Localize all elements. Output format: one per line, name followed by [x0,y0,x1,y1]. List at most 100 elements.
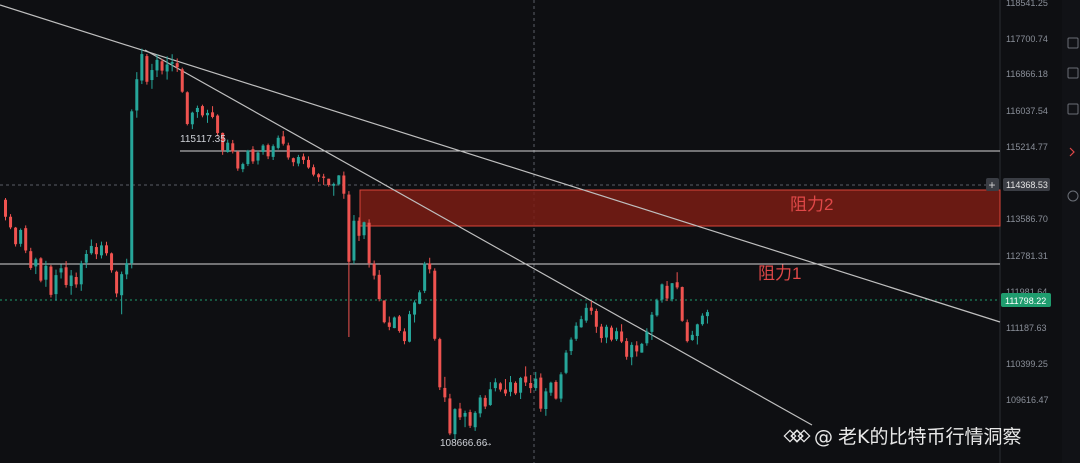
price-axis-ticks: 118541.25 117700.74 116866.18 116037.54 1152… [1006,0,1049,405]
candle-body [327,178,331,186]
candle-body [44,265,48,280]
candle-body [675,282,679,288]
candle-body [74,276,78,285]
candle-body [635,345,639,352]
candle-body [236,151,240,169]
candle-body [594,310,598,327]
candle-body [94,247,98,255]
candle-body [140,54,144,81]
candle-body [200,106,204,116]
candle-body [190,112,194,125]
current-price-text: 111798.22 [1005,296,1046,306]
candle-body [322,176,326,178]
candle-body [509,382,512,392]
crosshair-price-badge [1003,178,1050,191]
candle-body [645,331,649,344]
watermark-text: 老K的比特币行情洞察 [838,426,1021,448]
candle-body [180,69,184,92]
candle-body [514,382,518,394]
candle-body [312,167,316,175]
candlestick-series [4,48,709,441]
candle-body [458,408,462,418]
candle-body [296,157,300,164]
candle-body [211,112,215,117]
candle-body [19,229,23,244]
candle-body [615,331,619,340]
candle-body [463,412,467,417]
candle-body [620,331,624,342]
candle-body [221,132,225,151]
candle-body [660,284,664,300]
price-axis-tick-label: 111981.64 [1006,287,1047,297]
candle-body [39,258,43,281]
candle-body [549,382,553,393]
candle-body [110,253,114,271]
candle-body [357,220,361,236]
candle-body [251,149,255,162]
candle-body [418,292,422,304]
candle-body [705,312,709,317]
candle-body [231,143,235,152]
toolbar-icon[interactable] [1067,37,1079,202]
candle-body [59,268,63,273]
candle-body [165,64,169,72]
candle-body [534,378,538,389]
candle-body [115,271,119,294]
candle-body [468,412,472,426]
crosshair-plus-icon[interactable] [986,178,999,191]
candle-body [9,216,13,228]
candle-body [29,251,33,268]
candle-body [261,145,265,152]
diamond-logo-icon [783,429,811,443]
candle-body [402,331,406,342]
candle-body [84,254,88,263]
candle-body [64,267,68,285]
candle-body [271,146,275,157]
candle-body [498,383,502,390]
candle-body [438,339,442,388]
candle-body [362,222,366,236]
candle-body [433,270,437,339]
candle-body [160,61,164,71]
candle-body [276,137,280,148]
candle-body [443,387,447,398]
candle-body [175,63,179,68]
candle-body [291,158,295,163]
candle-body [24,228,28,251]
crosshair-price-text: 114368.53 [1006,180,1048,190]
trendline-steep[interactable] [144,49,813,426]
candle-body [488,389,492,405]
candle-body [286,145,290,158]
candle-body [695,324,699,336]
candle-body [579,319,583,328]
candle-body [266,145,270,157]
candle-body [150,70,154,81]
low-price-arrow: → [483,438,493,449]
candle-body [589,307,593,311]
candle-body [625,341,629,357]
candle-body [428,263,432,270]
candle-body [246,150,250,165]
price-axis-tick-label: 117700.74 [1006,34,1048,44]
current-price-badge [1001,293,1051,307]
candle-body [529,383,533,389]
price-axis-tick-label: 109616.47 [1006,395,1049,405]
candle-body [79,263,83,285]
candle-body [478,397,482,414]
candle-body [332,183,336,186]
low-price-label: 108666.66 [440,438,488,449]
candle-body [226,142,230,153]
candle-body [155,59,159,71]
candle-body [347,194,351,262]
candle-body [539,377,543,409]
candle-body [256,152,260,161]
candle-body [392,317,396,329]
price-axis-panel[interactable] [1000,0,1062,463]
candle-body [700,315,704,325]
candle-body [105,245,108,254]
price-axis-tick-label: 116037.54 [1006,106,1048,116]
candle-body [387,322,391,327]
price-axis-tick-label: 113586.70 [1006,214,1048,224]
candle-body [352,220,356,261]
